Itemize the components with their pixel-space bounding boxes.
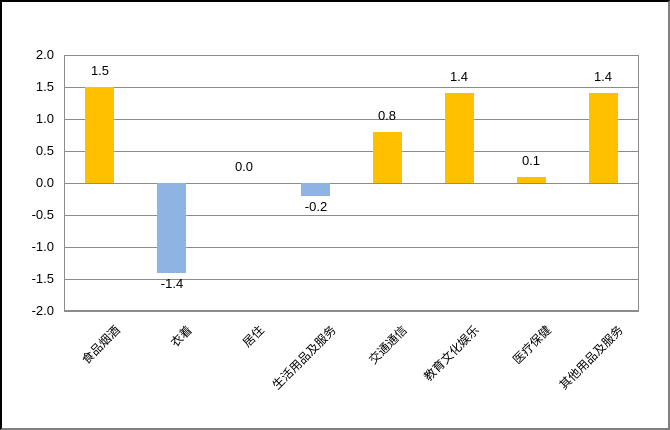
gridline	[64, 151, 639, 152]
bar-value-label: -1.4	[160, 276, 184, 291]
bar-value-label: 1.5	[90, 63, 110, 78]
x-axis-category-label: 生活用品及服务	[269, 323, 339, 393]
x-axis-category-label: 居住	[240, 323, 267, 350]
gridline	[64, 279, 639, 280]
bar-value-label: 0.1	[521, 153, 541, 168]
bar-value-label: 0.0	[234, 159, 254, 174]
x-axis-category-label: 衣着	[168, 323, 195, 350]
y-axis-tick-label: 1.5	[35, 79, 54, 94]
chart-bar	[589, 93, 618, 183]
gridline	[64, 247, 639, 248]
y-axis-tick-label: -2.0	[31, 303, 54, 318]
chart-bar	[373, 132, 402, 183]
chart-bar	[301, 183, 330, 196]
bar-value-label: 1.4	[593, 69, 613, 84]
gridline	[64, 215, 639, 216]
chart-bar	[445, 93, 474, 183]
gridline	[64, 183, 639, 184]
bar-value-label: 0.8	[377, 108, 397, 123]
y-axis-tick-label: 1.0	[35, 111, 54, 126]
y-axis-tick-label: 0.5	[35, 143, 54, 158]
gridline	[64, 87, 639, 88]
x-axis-category-label: 医疗保健	[510, 323, 554, 367]
y-axis-tick-label: -1.5	[31, 271, 54, 286]
y-axis-tick-label: -1.0	[31, 239, 54, 254]
x-axis-category-label: 食品烟酒	[79, 323, 123, 367]
chart-bar	[157, 183, 186, 273]
gridline	[64, 311, 639, 312]
bar-value-label: -0.2	[304, 199, 328, 214]
y-axis-tick-label: 2.0	[35, 47, 54, 62]
chart-bar	[85, 87, 114, 183]
x-axis-category-label: 其他用品及服务	[556, 323, 626, 393]
x-axis-category-label: 教育文化娱乐	[421, 323, 482, 384]
y-axis-tick-label: 0.0	[35, 175, 54, 190]
x-axis-category-label: 交通通信	[366, 323, 410, 367]
gridline	[64, 119, 639, 120]
chart-bar	[517, 177, 546, 183]
gridline	[64, 55, 639, 56]
bar-value-label: 1.4	[449, 69, 469, 84]
y-axis-tick-label: -0.5	[31, 207, 54, 222]
